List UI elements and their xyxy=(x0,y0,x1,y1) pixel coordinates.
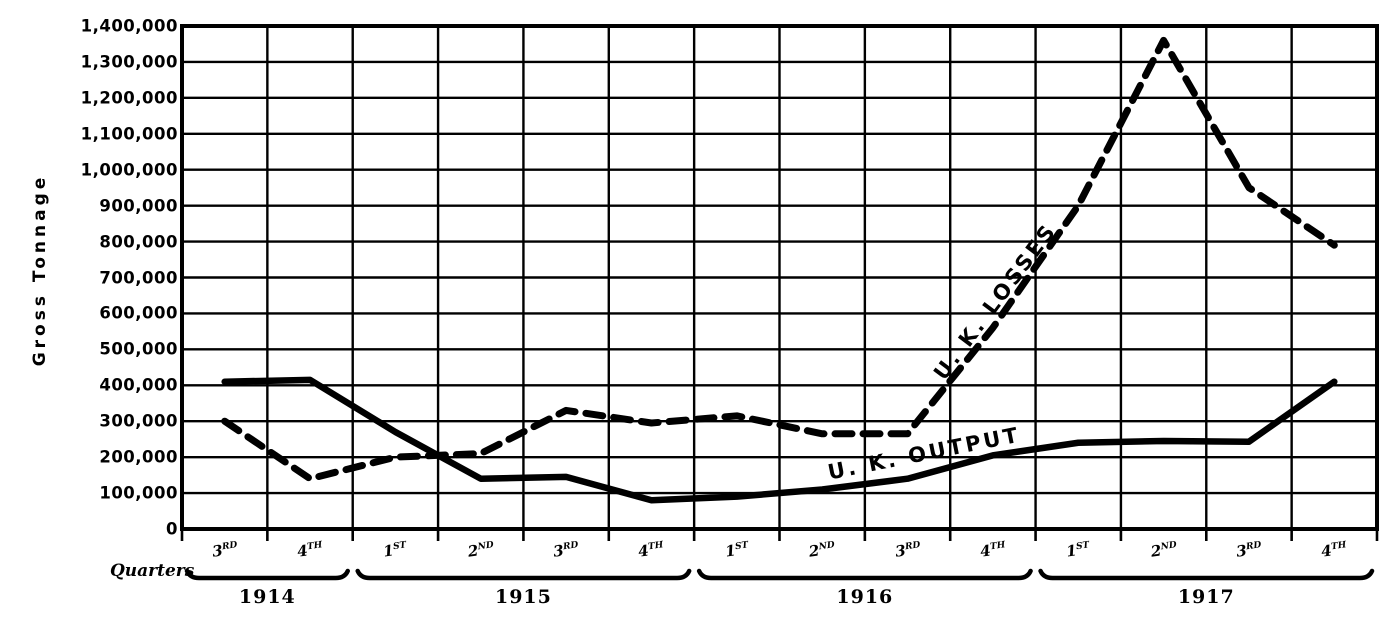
x-tick-label: 4TH xyxy=(637,540,665,561)
x-tick-label: 4TH xyxy=(978,540,1006,561)
y-tick-label: 400,000 xyxy=(99,375,178,395)
y-tick-label: 700,000 xyxy=(99,268,178,287)
x-tick-label: 1ST xyxy=(382,540,408,561)
y-axis-tick-labels: 0 100,000 200,000 300,000 400,000 500,000 600,… xyxy=(0,0,178,619)
y-tick-label: 600,000 xyxy=(99,303,178,323)
y-tick-label: 1,200,000 xyxy=(80,88,178,108)
y-tick-label: 1,000,000 xyxy=(80,160,178,180)
x-tick-label: 2ND xyxy=(1149,540,1177,561)
x-tick-label: 1ST xyxy=(723,540,749,561)
year-brace xyxy=(355,568,692,581)
year-label: 1914 xyxy=(238,586,296,608)
x-tick-label: 4TH xyxy=(296,540,324,561)
year-label: 1917 xyxy=(1177,586,1235,608)
data-series xyxy=(221,36,1338,504)
y-tick-label: 300,000 xyxy=(99,411,178,431)
y-tick-label: 100,000 xyxy=(99,483,178,503)
year-brace xyxy=(184,568,350,581)
series-line-u-k-losses xyxy=(221,36,1338,483)
y-tick-label: 200,000 xyxy=(99,447,178,467)
x-tick-label: 4TH xyxy=(1320,540,1348,561)
year-braces xyxy=(184,568,1375,581)
x-tick-label: 1ST xyxy=(1065,540,1091,561)
quarters-caption: Quarters xyxy=(110,561,195,581)
y-tick-label: 900,000 xyxy=(99,196,178,216)
year-brace xyxy=(1038,568,1375,581)
year-label: 1915 xyxy=(494,586,552,608)
y-tick-label: 500,000 xyxy=(99,339,178,359)
y-tick-label: 800,000 xyxy=(99,232,178,252)
year-brace xyxy=(696,568,1033,581)
y-tick-label: 1,100,000 xyxy=(80,124,178,144)
year-label: 1916 xyxy=(836,586,894,608)
x-tick-label: 3RD xyxy=(1234,540,1262,561)
x-tick-label: 2ND xyxy=(466,540,495,561)
y-tick-label: 1,300,000 xyxy=(80,52,178,72)
y-tick-label: 0 xyxy=(166,519,178,539)
x-tick-label: 2ND xyxy=(807,540,836,561)
x-tick-label: 3RD xyxy=(210,540,238,561)
series-label-uk-losses: U. K. LOSSES xyxy=(929,219,1062,385)
x-tick-label: 3RD xyxy=(552,540,580,561)
gridlines xyxy=(182,24,1377,529)
y-tick-label: 1,400,000 xyxy=(80,16,178,36)
x-tick-label: 3RD xyxy=(893,540,921,561)
x-axis-ticks xyxy=(180,527,1379,541)
series-line-u-k-output xyxy=(221,376,1338,504)
